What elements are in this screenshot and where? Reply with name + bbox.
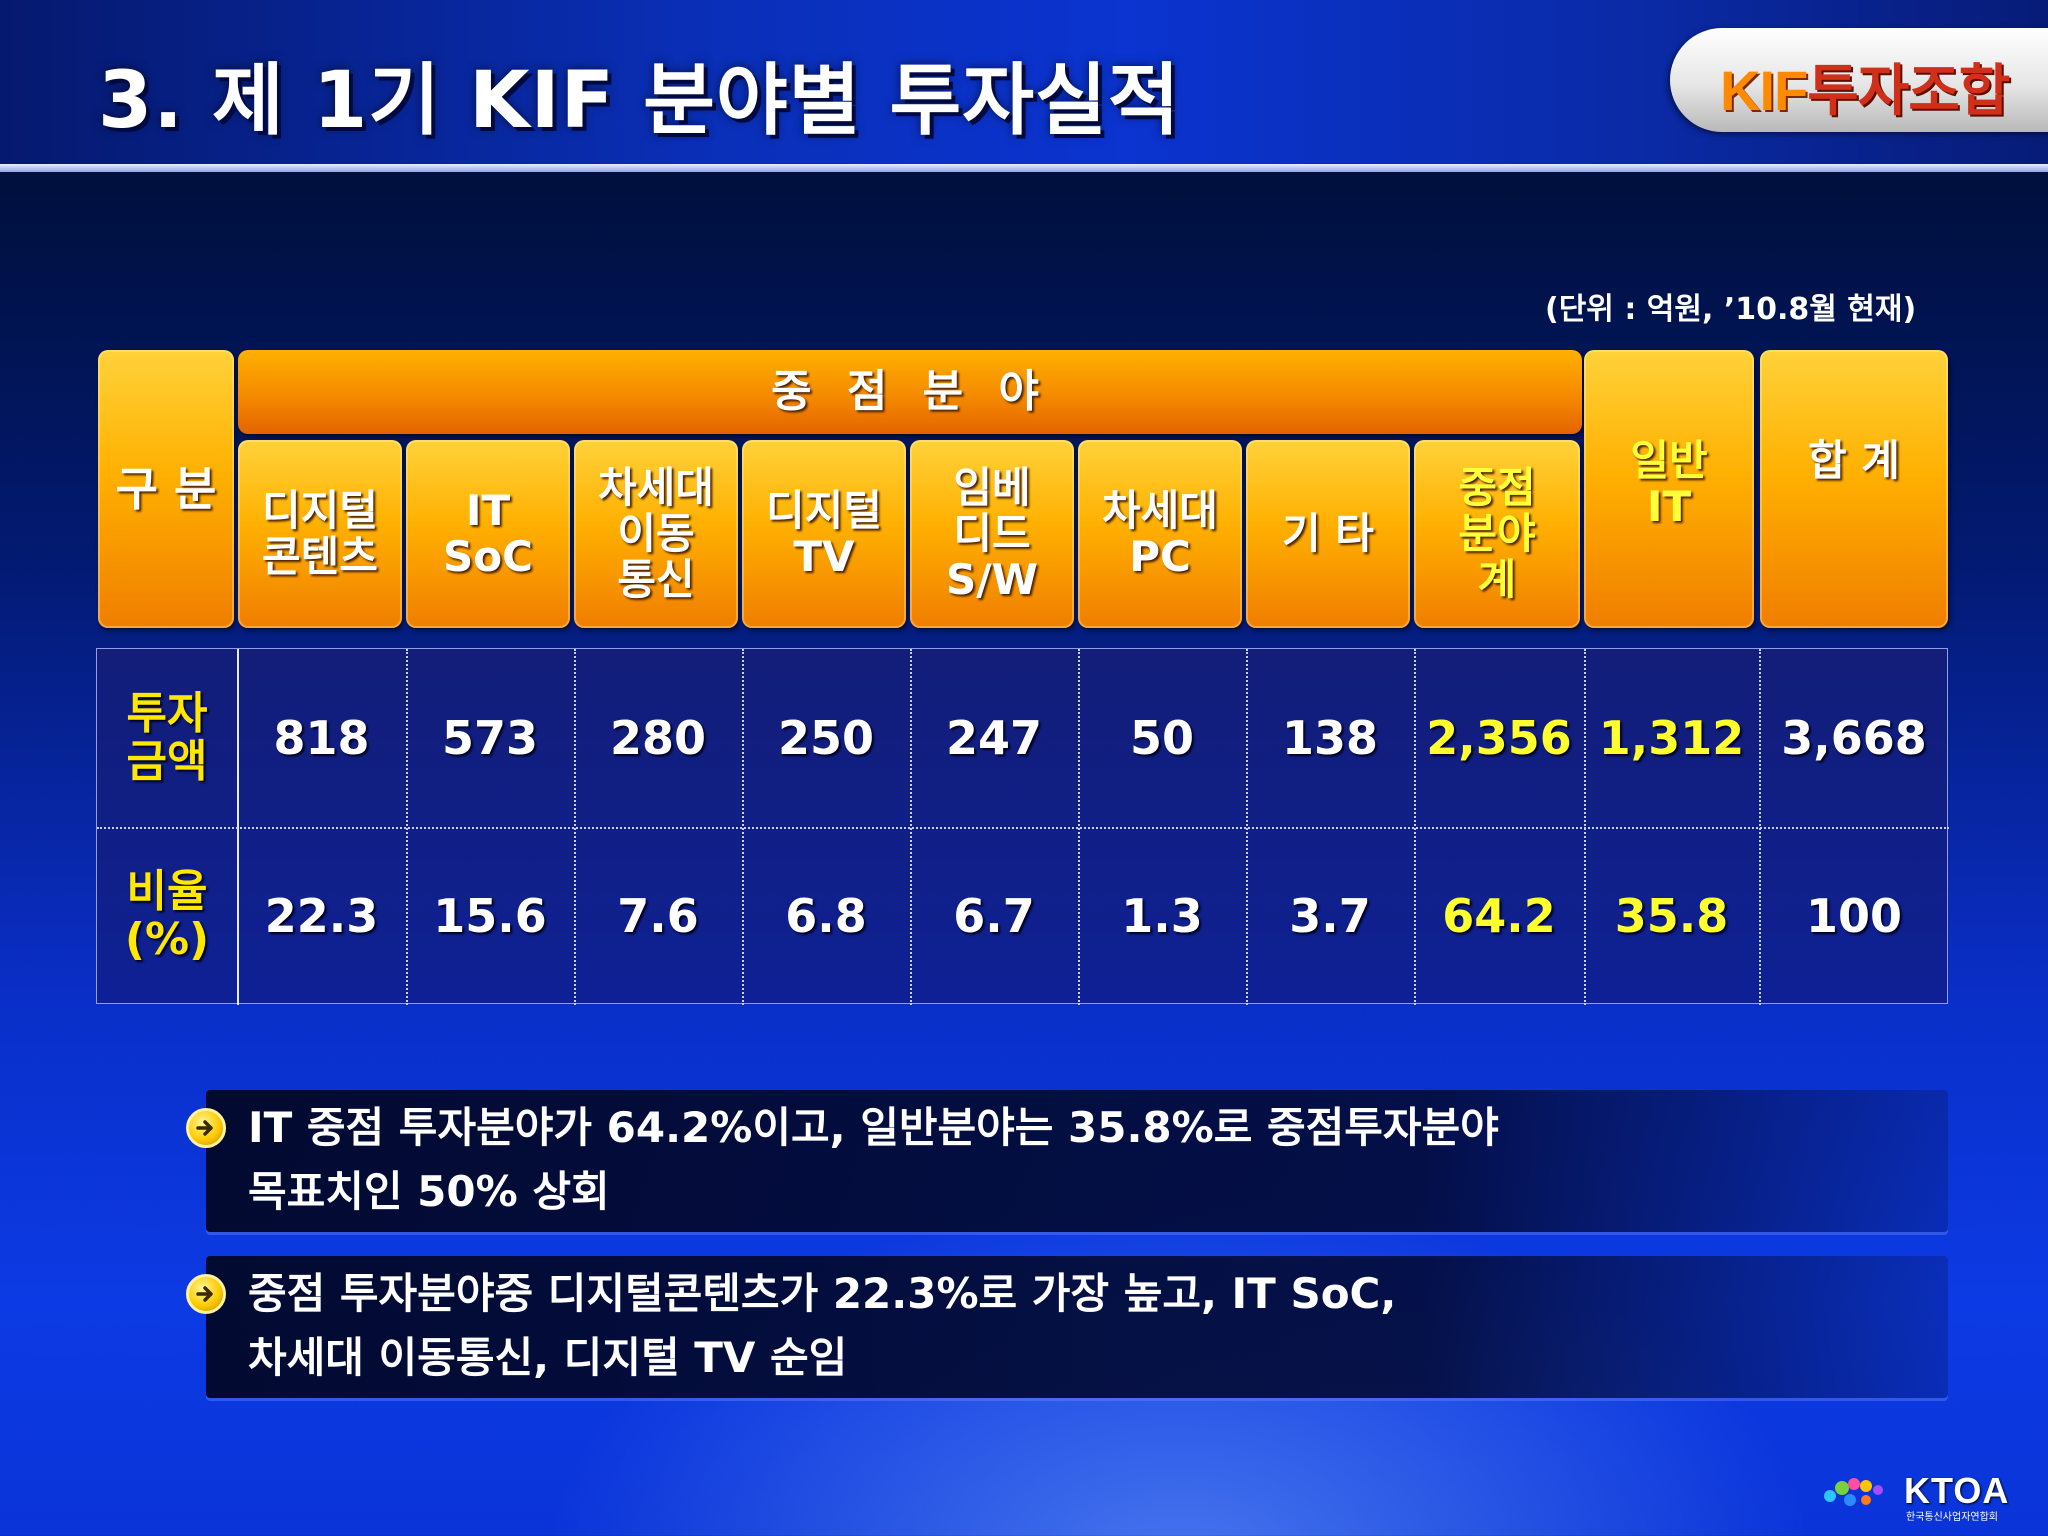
column-header-5: 임베 디드 S/W [910, 440, 1074, 628]
table-cell: 6.8 [785, 889, 867, 943]
data-table-body: 투자 금액 818 573 280 250 247 50 138 2,356 1,312 3,668… [96, 648, 1949, 1005]
arrow-circle-icon [186, 1274, 226, 1314]
ktoa-logo: KTOA 한국통신사업자연합회 [1820, 1468, 2020, 1523]
column-header-label: 합 계 [1808, 436, 1900, 485]
column-header-label: 차세대 PC [1102, 485, 1218, 581]
bullet-2-line-2: 차세대 이동통신, 디지털 TV 순임 [248, 1333, 848, 1382]
column-header-10: 합 계 [1760, 350, 1948, 628]
table-cell: 6.7 [953, 889, 1035, 943]
ktoa-subtitle: 한국통신사업자연합회 [1906, 1512, 1998, 1523]
page-title: 3. 제 1기 KIF 분야별 투자실적 [98, 56, 1181, 146]
logo-korean-text: 투자조합 [1807, 59, 2010, 124]
column-header-label: 차세대 이동 통신 [598, 462, 714, 605]
table-cell: 35.8 [1614, 889, 1729, 943]
column-header-label: IT SoC [443, 485, 533, 581]
row-label-1: 투자 금액 [97, 649, 237, 827]
column-header-label: 디지털 콘텐츠 [262, 485, 378, 581]
bullet-box-1 [206, 1090, 1948, 1232]
row-label-2: 비율 (%) [97, 827, 237, 1005]
group-header-focus-fields: 중 점 분 야 [238, 350, 1582, 434]
table-cell: 7.6 [617, 889, 699, 943]
column-header-4: 디지털 TV [742, 440, 906, 628]
column-header-3: 차세대 이동 통신 [574, 440, 738, 628]
table-cell: 818 [273, 711, 370, 765]
ktoa-text: KTOA [1904, 1470, 2010, 1511]
bullet-box-2 [206, 1256, 1948, 1398]
table-cell: 1,312 [1598, 711, 1745, 765]
column-header-label: 중점 분야 계 [1458, 462, 1536, 605]
row-label-text: 비율 (%) [124, 866, 210, 965]
table-cell: 3,668 [1781, 711, 1927, 765]
row-label-text: 투자 금액 [126, 688, 208, 787]
row-header-label: 구 분 [115, 461, 217, 516]
bullet-1-line-2: 목표치인 50% 상회 [248, 1167, 610, 1216]
column-header-2: IT SoC [406, 440, 570, 628]
table-cell: 15.6 [433, 889, 547, 943]
column-header-9: 일반 IT [1584, 350, 1754, 628]
ktoa-mark-icon [1824, 1478, 1883, 1506]
column-header-6: 차세대 PC [1078, 440, 1242, 628]
table-cell: 280 [609, 711, 707, 765]
table-cell: 50 [1129, 711, 1194, 765]
column-header-1: 디지털 콘텐츠 [238, 440, 402, 628]
row-header-cell: 구 분 [98, 350, 234, 628]
column-header-7: 기 타 [1246, 440, 1410, 628]
table-cell: 3.7 [1289, 889, 1371, 943]
logo-kif-text: KIF [1720, 59, 1808, 122]
table-cell: 250 [777, 711, 875, 765]
table-cell: 64.2 [1442, 889, 1556, 943]
table-row-divider [97, 827, 1949, 829]
column-header-label: 기 타 [1282, 508, 1374, 558]
column-header-label: 임베 디드 S/W [946, 462, 1038, 605]
kif-logo: KIF투자조합 [1720, 46, 2010, 127]
table-cell: 138 [1281, 711, 1379, 765]
table-cell: 247 [945, 711, 1043, 765]
table-cell: 2,356 [1426, 711, 1572, 765]
bullet-1-line-1: IT 중점 투자분야가 64.2%이고, 일반분야는 35.8%로 중점투자분야 [248, 1103, 1499, 1152]
header-divider [0, 164, 2048, 172]
arrow-circle-icon [186, 1108, 226, 1148]
column-header-label: 일반 IT [1630, 436, 1708, 532]
column-header-label: 디지털 TV [766, 485, 882, 581]
kif-logo-badge [1670, 28, 2048, 132]
bullet-2-line-1: 중점 투자분야중 디지털콘텐츠가 22.3%로 가장 높고, IT SoC, [248, 1269, 1397, 1318]
table-cell: 22.3 [264, 889, 379, 943]
table-cell: 1.3 [1121, 889, 1203, 943]
table-cell: 573 [441, 711, 539, 765]
table-cell: 100 [1805, 889, 1903, 943]
column-header-8: 중점 분야 계 [1414, 440, 1580, 628]
unit-note: (단위 : 억원, ’10.8월 현재) [1545, 292, 1917, 327]
